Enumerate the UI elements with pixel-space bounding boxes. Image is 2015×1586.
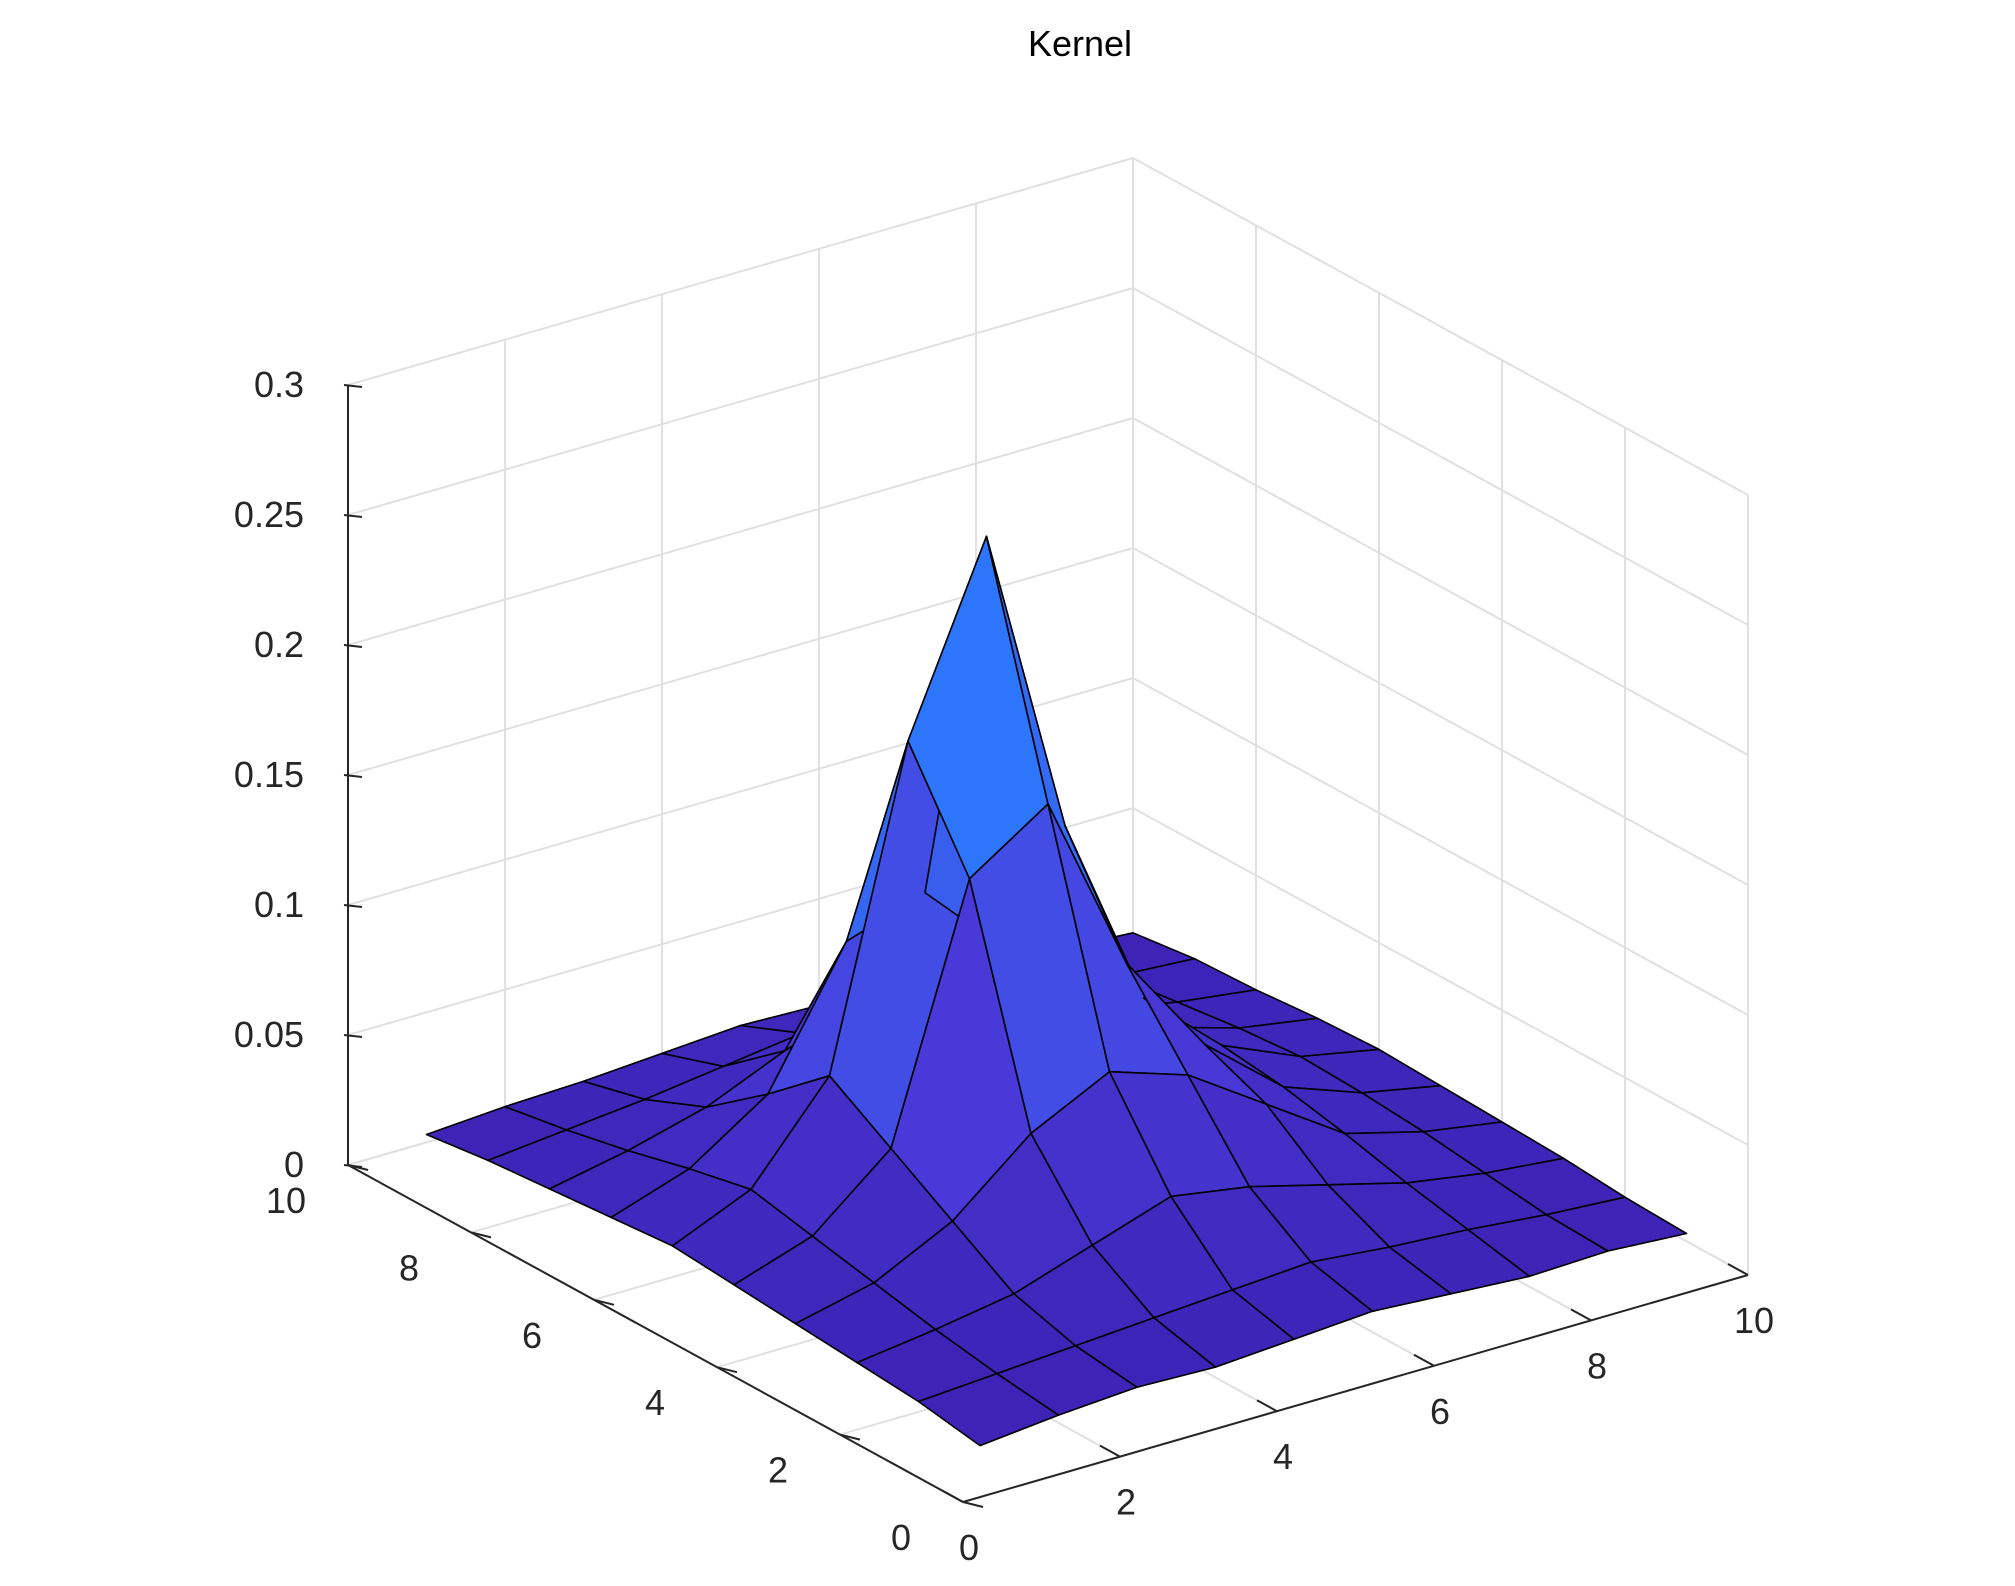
grid-line bbox=[1132, 417, 1749, 756]
surface-patch bbox=[1545, 1196, 1688, 1252]
y-tick-label: 0 bbox=[891, 1517, 911, 1558]
x-tick-label: 8 bbox=[1587, 1345, 1607, 1386]
y-tick-mark bbox=[593, 1298, 615, 1306]
y-tick-label: 6 bbox=[522, 1315, 542, 1356]
x-tick-mark bbox=[1727, 1263, 1749, 1276]
x-tick-label: 4 bbox=[1273, 1436, 1293, 1477]
x-tick-mark bbox=[1099, 1444, 1121, 1458]
x-axis-line bbox=[962, 1274, 1749, 1503]
y-tick-label: 10 bbox=[266, 1180, 306, 1221]
z-tick-label: 0.2 bbox=[254, 624, 304, 665]
z-tick-label: 0 bbox=[284, 1144, 304, 1185]
grid-line bbox=[347, 157, 1134, 386]
grid-line bbox=[347, 547, 1134, 776]
y-tick-mark bbox=[470, 1231, 492, 1239]
y-tick-label: 4 bbox=[645, 1382, 665, 1423]
y-tick-mark bbox=[962, 1501, 984, 1508]
grid-line bbox=[1132, 157, 1749, 496]
x-tick-label: 10 bbox=[1734, 1300, 1774, 1341]
z-tick-mark bbox=[343, 904, 363, 908]
x-tick-mark bbox=[1570, 1308, 1592, 1322]
z-tick-mark bbox=[343, 384, 363, 388]
x-tick-mark bbox=[1413, 1353, 1435, 1367]
grid-line bbox=[1132, 677, 1749, 1016]
x-tick-mark bbox=[942, 1490, 964, 1503]
y-axis-line bbox=[347, 1164, 964, 1503]
z-tick-label: 0.3 bbox=[254, 364, 304, 405]
x-tick-mark bbox=[1256, 1399, 1278, 1413]
grid-line bbox=[347, 287, 1134, 516]
chart-title: Kernel bbox=[1028, 23, 1132, 64]
grid-line bbox=[1132, 287, 1749, 626]
x-tick-label: 6 bbox=[1430, 1391, 1450, 1432]
y-tick-mark bbox=[716, 1366, 738, 1374]
y-tick-label: 8 bbox=[399, 1247, 419, 1288]
grid-line bbox=[1132, 547, 1749, 886]
z-tick-label: 0.25 bbox=[234, 494, 304, 535]
z-tick-mark bbox=[343, 514, 363, 518]
z-tick-label: 0.1 bbox=[254, 884, 304, 925]
z-tick-label: 0.05 bbox=[234, 1014, 304, 1055]
x-tick-label: 2 bbox=[1116, 1482, 1136, 1523]
z-tick-mark bbox=[343, 644, 363, 648]
z-tick-mark bbox=[343, 774, 363, 778]
grid-line bbox=[1132, 807, 1749, 1146]
x-tick-label: 0 bbox=[959, 1527, 979, 1568]
axes bbox=[343, 384, 1749, 1508]
z-tick-label: 0.15 bbox=[234, 754, 304, 795]
grid-line bbox=[347, 417, 1134, 646]
z-tick-mark bbox=[343, 1034, 363, 1038]
y-tick-mark bbox=[839, 1433, 861, 1441]
y-tick-mark bbox=[347, 1164, 369, 1171]
surface-mesh bbox=[425, 535, 1688, 1447]
y-tick-label: 2 bbox=[768, 1450, 788, 1491]
